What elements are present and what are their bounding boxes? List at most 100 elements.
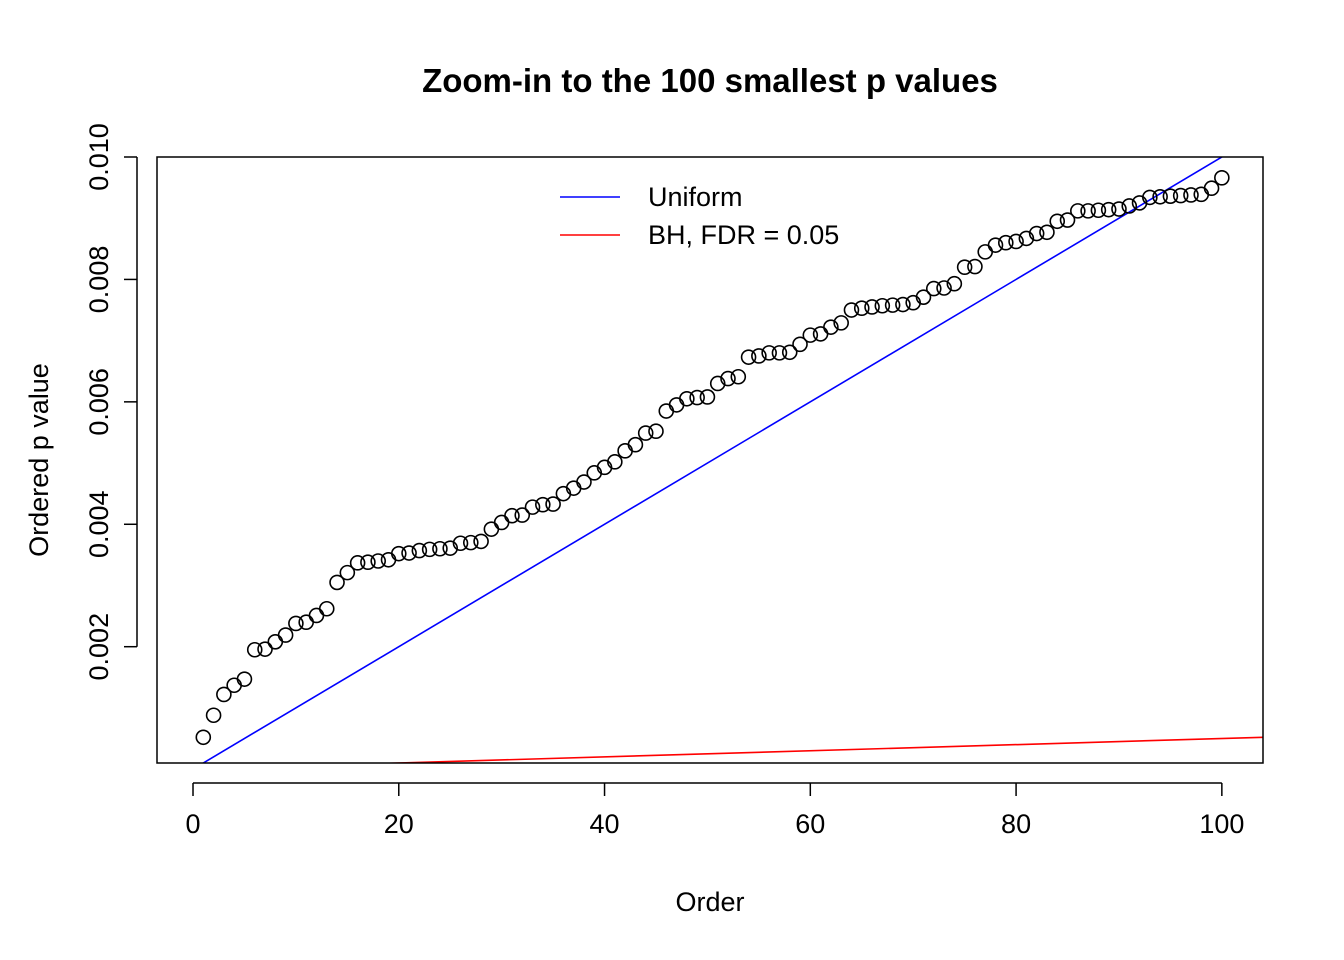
data-point (895, 296, 911, 313)
data-point (288, 615, 304, 632)
x-tick-label: 0 (185, 809, 200, 839)
data-point (1100, 201, 1117, 218)
data-point (1090, 202, 1107, 219)
data-point (925, 280, 942, 297)
data-point (1193, 186, 1210, 203)
data-point (1203, 180, 1220, 197)
data-point (452, 535, 469, 552)
data-point (720, 370, 736, 387)
x-tick-label: 80 (1001, 809, 1031, 839)
data-point (246, 641, 263, 658)
data-point (349, 555, 366, 571)
data-point (709, 375, 726, 392)
data-point (473, 533, 489, 550)
data-point (1008, 233, 1024, 250)
data-point (1183, 187, 1199, 203)
data-point (329, 574, 345, 591)
data-point (967, 258, 983, 275)
data-point (442, 540, 459, 556)
data-point (1162, 188, 1179, 204)
data-point (679, 390, 695, 407)
data-point (997, 234, 1014, 251)
legend-label: Uniform (648, 182, 743, 212)
data-point (751, 348, 767, 364)
y-tick-label: 0.006 (84, 368, 114, 436)
data-point (689, 389, 705, 406)
data-point (226, 677, 242, 694)
data-point (236, 671, 253, 687)
data-point (1172, 187, 1189, 204)
data-point (514, 507, 531, 523)
data-point (864, 299, 880, 315)
data-point (257, 641, 273, 657)
data-point (524, 499, 541, 515)
data-point (370, 553, 387, 569)
data-point (884, 297, 901, 313)
data-point (339, 564, 356, 581)
data-point (308, 607, 325, 624)
data-point (411, 542, 428, 559)
series-lines (201, 157, 1263, 763)
data-point (915, 289, 932, 305)
data-point (195, 729, 212, 746)
data-point (987, 237, 1004, 253)
data-point (977, 244, 994, 260)
data-point (576, 474, 592, 490)
x-tick-label: 100 (1199, 809, 1244, 839)
data-point (771, 345, 788, 361)
y-tick-label: 0.004 (84, 490, 114, 558)
data-point (380, 551, 397, 568)
data-point (833, 315, 849, 331)
x-tick-label: 20 (384, 809, 414, 839)
data-point (1049, 213, 1066, 230)
series-points (195, 170, 1230, 746)
data-point (1121, 198, 1138, 214)
legend-label: BH, FDR = 0.05 (648, 220, 839, 250)
data-point (216, 686, 232, 703)
data-point (535, 496, 551, 513)
data-point (298, 614, 314, 631)
data-point (1142, 189, 1158, 206)
legend: Uniform BH, FDR = 0.05 (560, 182, 839, 250)
data-point (1028, 225, 1045, 242)
data-point (1018, 230, 1035, 247)
data-point (1111, 201, 1127, 217)
y-tick-label: 0.008 (84, 246, 114, 314)
data-point (823, 319, 839, 335)
data-point (668, 397, 685, 413)
data-point (318, 600, 335, 617)
data-point (483, 521, 500, 537)
data-point (781, 344, 798, 361)
data-point (874, 297, 891, 314)
data-point (956, 259, 973, 275)
plot-frame (156, 156, 1264, 764)
data-point (761, 345, 777, 361)
y-axis-label: Ordered p value (24, 363, 54, 557)
y-tick-label: 0.002 (84, 613, 114, 681)
data-point (637, 425, 654, 441)
data-point (401, 545, 417, 561)
data-point (648, 423, 664, 440)
data-point (812, 326, 829, 342)
data-point (1059, 212, 1076, 228)
data-point (493, 514, 510, 531)
data-point (390, 545, 407, 562)
data-point (267, 633, 284, 650)
data-point (853, 300, 870, 316)
data-point (205, 707, 222, 724)
data-point (360, 554, 376, 571)
data-point (792, 336, 808, 353)
x-axis-label: Order (675, 887, 744, 917)
data-point (1039, 224, 1055, 241)
data-point (730, 368, 747, 385)
data-point (1070, 203, 1086, 219)
data-point (617, 443, 633, 459)
data-point (627, 436, 644, 453)
data-point (936, 280, 952, 296)
x-tick-label: 60 (795, 809, 825, 839)
data-point (658, 403, 675, 419)
data-point (504, 507, 520, 524)
data-point (802, 327, 819, 343)
data-point (545, 496, 561, 512)
